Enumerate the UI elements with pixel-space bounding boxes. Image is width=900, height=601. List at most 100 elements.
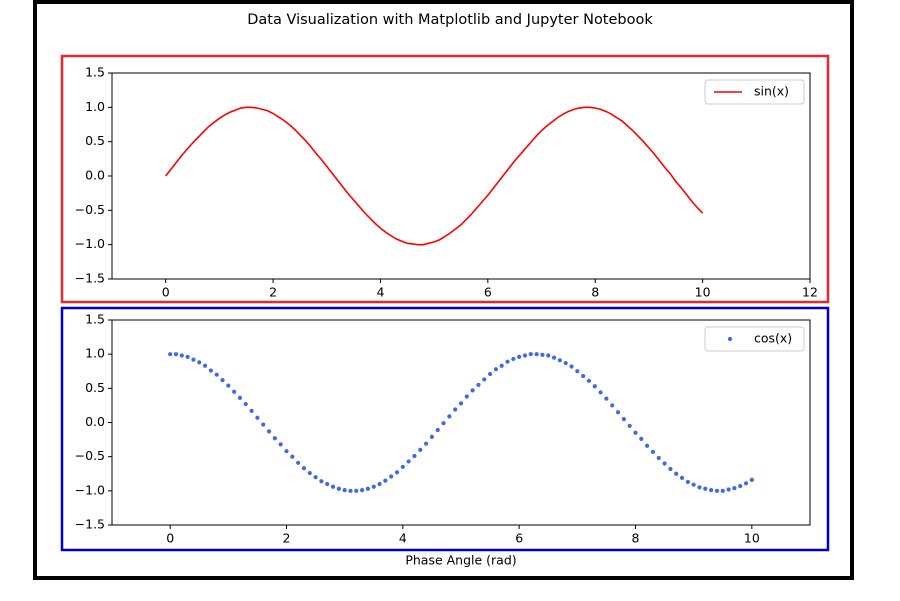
cos-point bbox=[435, 427, 440, 433]
cos-point bbox=[517, 354, 522, 359]
cos-point bbox=[290, 454, 295, 459]
cos-point bbox=[377, 481, 382, 487]
cos-point bbox=[569, 364, 574, 369]
cos-point bbox=[493, 367, 498, 372]
cos-point bbox=[179, 353, 184, 358]
legend-swatch bbox=[727, 336, 733, 342]
cos-point bbox=[581, 373, 586, 379]
cos-point bbox=[453, 407, 458, 412]
cos-point bbox=[214, 372, 219, 377]
y-tick-label: 1.5 bbox=[85, 312, 105, 327]
cos-point bbox=[237, 395, 243, 400]
legend-label: cos(x) bbox=[754, 331, 792, 346]
legend-box bbox=[704, 79, 805, 105]
cos-point bbox=[639, 436, 644, 441]
x-tick-label: 6 bbox=[484, 285, 492, 300]
cos-point bbox=[406, 459, 411, 464]
cos-point bbox=[551, 355, 557, 360]
cos-point bbox=[336, 486, 341, 491]
cos-point bbox=[662, 461, 667, 466]
cos-point bbox=[743, 481, 749, 486]
subplot-frame bbox=[60, 306, 830, 552]
x-tick-label: 2 bbox=[283, 531, 291, 546]
cos-point bbox=[592, 384, 597, 389]
cos-point bbox=[522, 353, 528, 358]
cos-point bbox=[232, 389, 237, 394]
figure-border bbox=[33, 0, 854, 580]
cos-point bbox=[615, 410, 621, 415]
cos-point bbox=[749, 477, 754, 482]
cos-point bbox=[313, 475, 318, 480]
y-tick-label: −1.0 bbox=[75, 236, 105, 251]
cos-point bbox=[272, 436, 277, 441]
axes-box bbox=[111, 319, 811, 526]
cos-point bbox=[447, 414, 452, 419]
cos-point bbox=[168, 352, 173, 357]
x-tick-label: 8 bbox=[632, 531, 640, 546]
x-tick-label: 10 bbox=[695, 285, 711, 300]
y-tick-label: 0.5 bbox=[85, 133, 105, 148]
figure-title: Data Visualization with Matplotlib and J… bbox=[247, 12, 653, 28]
y-tick-label: 0.5 bbox=[85, 380, 105, 395]
cos-point bbox=[296, 460, 301, 465]
cos-point bbox=[610, 403, 615, 408]
cos-point bbox=[470, 388, 475, 393]
cos-point bbox=[389, 474, 394, 479]
cos-point bbox=[487, 371, 493, 377]
x-tick-label: 0 bbox=[166, 531, 174, 546]
cos-point bbox=[645, 443, 650, 448]
cos-point bbox=[668, 466, 673, 472]
x-tick-label: 2 bbox=[269, 285, 277, 300]
cos-point bbox=[604, 396, 609, 401]
x-tick-label: 0 bbox=[162, 285, 170, 300]
x-tick-label: 6 bbox=[515, 531, 523, 546]
cos-point bbox=[429, 434, 435, 439]
cos-point bbox=[633, 430, 638, 435]
cos-point bbox=[546, 353, 551, 358]
cos-point bbox=[342, 488, 347, 493]
cos-point bbox=[185, 354, 190, 359]
cos-point bbox=[674, 471, 679, 476]
cos-point bbox=[173, 352, 179, 357]
cos-point bbox=[220, 378, 225, 383]
x-tick-label: 12 bbox=[802, 285, 818, 300]
cos-point bbox=[424, 441, 429, 446]
cos-point bbox=[511, 356, 516, 362]
cos-point bbox=[621, 416, 626, 422]
cos-point bbox=[360, 488, 365, 493]
cos-point bbox=[458, 401, 464, 406]
cos-point bbox=[557, 358, 562, 363]
axes-box bbox=[111, 72, 811, 280]
cos-point bbox=[703, 486, 708, 491]
cos-point bbox=[441, 421, 446, 426]
cos-point bbox=[191, 357, 196, 362]
cos-point bbox=[505, 359, 510, 364]
y-tick-label: −1.5 bbox=[75, 271, 105, 286]
cos-point bbox=[197, 360, 202, 365]
cos-point bbox=[563, 360, 568, 366]
cos-point bbox=[464, 394, 469, 399]
cos-point bbox=[482, 377, 487, 382]
cos-point bbox=[685, 479, 690, 485]
cos-point bbox=[278, 442, 283, 447]
cos-point bbox=[330, 484, 336, 489]
cos-point bbox=[534, 352, 539, 357]
cos-point bbox=[261, 422, 266, 427]
cos-point bbox=[383, 478, 388, 483]
cos-point bbox=[726, 487, 731, 492]
cos-point bbox=[301, 466, 307, 471]
cos-point bbox=[691, 482, 696, 487]
cos-point bbox=[325, 481, 330, 487]
cos-point bbox=[400, 464, 405, 470]
subplot-frame bbox=[60, 54, 830, 304]
cos-point bbox=[499, 363, 504, 368]
cos-point bbox=[284, 449, 289, 454]
cos-point bbox=[249, 408, 254, 413]
cos-point bbox=[354, 488, 359, 493]
cos-point bbox=[697, 485, 702, 490]
legend-box bbox=[704, 326, 805, 352]
cos-point bbox=[412, 453, 417, 459]
cos-point bbox=[394, 470, 400, 475]
x-tick-label: 10 bbox=[744, 531, 760, 546]
